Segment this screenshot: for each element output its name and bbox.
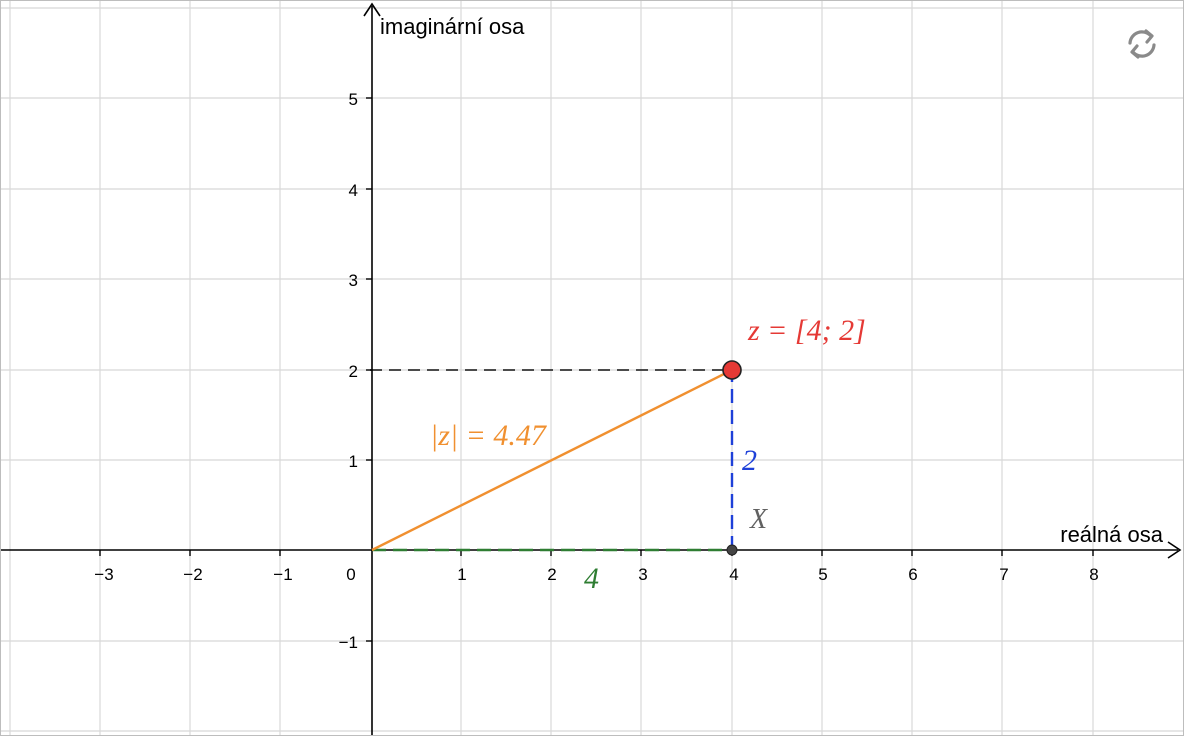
x-tick-label: 5 bbox=[818, 565, 827, 584]
modulus-segment[interactable] bbox=[371, 368, 733, 552]
x-tick-label: 2 bbox=[547, 565, 556, 584]
point-x[interactable] bbox=[726, 544, 738, 556]
x-tick-label: −2 bbox=[183, 565, 202, 584]
point-z-label: z = [4; 2] bbox=[747, 314, 866, 347]
x-tick-label: 0 bbox=[346, 565, 355, 584]
imaginary-part-label: 2 bbox=[742, 444, 757, 477]
x-tick-label: 3 bbox=[638, 565, 647, 584]
x-tick-label: 7 bbox=[999, 565, 1008, 584]
x-tick-label: −1 bbox=[273, 565, 292, 584]
x-axis-title: reálná osa bbox=[1060, 522, 1164, 547]
point-x-label: X bbox=[749, 504, 768, 535]
y-tick-label: 4 bbox=[349, 181, 358, 200]
x-tick-label: −3 bbox=[94, 565, 113, 584]
y-tick-label: 5 bbox=[349, 90, 358, 109]
real-part-label: 4 bbox=[584, 562, 599, 595]
point-z[interactable] bbox=[722, 360, 742, 380]
y-tick-label: 3 bbox=[349, 271, 358, 290]
x-tick-label: 1 bbox=[457, 565, 466, 584]
y-axis-title: imaginární osa bbox=[380, 14, 525, 39]
y-tick-label: 1 bbox=[349, 452, 358, 471]
modulus-label: |z| = 4.47 bbox=[430, 419, 548, 452]
y-axis bbox=[363, 2, 381, 736]
x-tick-label: 8 bbox=[1089, 565, 1098, 584]
y-tick-label: −1 bbox=[339, 633, 358, 652]
x-tick-label: 4 bbox=[729, 565, 738, 584]
x-tick-label: 6 bbox=[908, 565, 917, 584]
refresh-icon[interactable] bbox=[1122, 24, 1162, 64]
y-tick-label: 2 bbox=[349, 362, 358, 381]
